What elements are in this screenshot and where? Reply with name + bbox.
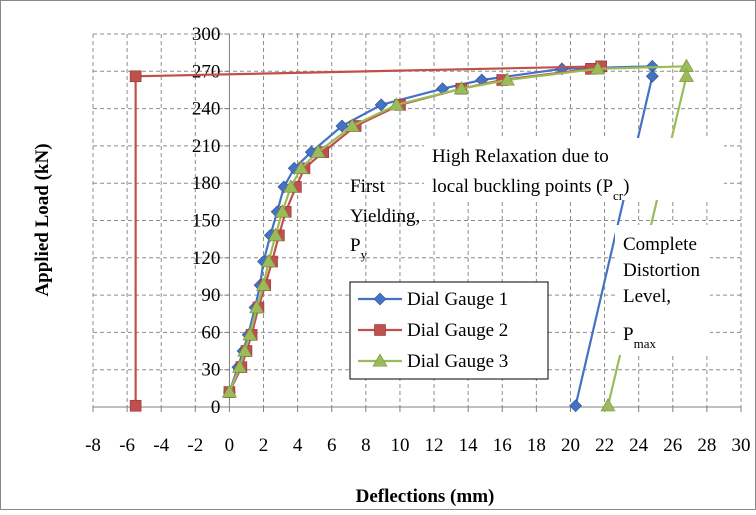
legend-items: Dial Gauge 1 Dial Gauge 2 Dial Gauge 3 xyxy=(358,289,508,372)
data-point xyxy=(267,227,283,241)
py-symbol: P xyxy=(350,235,361,256)
data-point xyxy=(374,98,388,112)
first-yielding-line1: First xyxy=(350,176,386,197)
legend-label: Dial Gauge 3 xyxy=(407,351,508,372)
legend-item: Dial Gauge 2 xyxy=(358,320,508,341)
y-tick-label: 210 xyxy=(192,136,221,157)
data-point xyxy=(249,299,265,314)
pcr-subscript: cr xyxy=(613,188,624,203)
x-tick-label: 12 xyxy=(425,435,444,456)
x-tick-label: 10 xyxy=(390,435,409,456)
y-tick-label: 0 xyxy=(211,397,221,418)
series-3 xyxy=(221,58,694,412)
legend-label: Dial Gauge 2 xyxy=(407,320,508,341)
axes xyxy=(92,33,742,412)
data-point xyxy=(129,70,142,83)
data-point xyxy=(129,399,142,412)
high-relaxation-close: ) xyxy=(623,176,629,197)
x-tick-label: 2 xyxy=(259,435,269,456)
legend-marker xyxy=(374,324,386,336)
first-yielding-line2: Yielding, xyxy=(350,206,420,227)
x-tick-label: 30 xyxy=(732,435,751,456)
complete-distortion-line1: Complete xyxy=(623,234,697,255)
y-axis-title: Applied Load (kN) xyxy=(32,143,53,296)
y-tick-label: 120 xyxy=(192,248,221,269)
data-point xyxy=(645,69,659,83)
complete-distortion-line3: Level, xyxy=(623,286,671,307)
y-tick-label: 300 xyxy=(192,24,221,45)
high-relaxation-bg xyxy=(424,138,724,200)
high-relaxation-text: local buckling points (P xyxy=(432,176,613,197)
y-tick-label: 90 xyxy=(201,285,220,306)
data-point xyxy=(242,327,258,341)
data-point xyxy=(678,68,694,82)
annotation-high-relaxation: High Relaxation due to local buckling po… xyxy=(424,138,724,203)
legend-item: Dial Gauge 1 xyxy=(358,289,508,310)
data-point xyxy=(293,160,309,174)
y-tick-label: 150 xyxy=(192,211,221,232)
pmax-symbol: P xyxy=(623,324,634,345)
complete-distortion-line2: Distortion xyxy=(623,260,701,281)
py-subscript: y xyxy=(361,247,368,262)
high-relaxation-line1: High Relaxation due to xyxy=(432,146,609,167)
y-tick-label: 180 xyxy=(192,173,221,194)
x-tick-label: 6 xyxy=(327,435,337,456)
x-tick-label: -4 xyxy=(153,435,169,456)
x-tick-label: 4 xyxy=(293,435,303,456)
x-tick-label: 22 xyxy=(595,435,614,456)
complete-distortion-bg xyxy=(615,225,710,355)
legend: Dial Gauge 1 Dial Gauge 2 Dial Gauge 3 xyxy=(349,281,549,380)
high-relaxation-line2: local buckling points (Pcr) xyxy=(432,176,629,203)
complete-distortion-line4: Pmax xyxy=(623,324,656,351)
y-tick-label: 270 xyxy=(192,61,221,82)
data-point xyxy=(232,359,248,373)
y-tick-label: 240 xyxy=(192,99,221,120)
data-point xyxy=(221,384,237,398)
data-point xyxy=(499,72,515,86)
x-tick-label: 18 xyxy=(527,435,546,456)
data-point xyxy=(569,399,583,413)
legend-item: Dial Gauge 3 xyxy=(358,351,508,372)
first-yielding-line3: Py xyxy=(350,235,368,262)
data-point xyxy=(261,253,277,268)
x-tick-label: 20 xyxy=(561,435,580,456)
pmax-subscript: max xyxy=(634,336,657,351)
x-tick-label: 24 xyxy=(629,435,649,456)
x-tick-labels: -8 -6 -4 -2 0 2 4 6 8 10 12 14 16 18 20 22 24 26 28 30 xyxy=(85,435,750,456)
x-tick-label: 8 xyxy=(361,435,371,456)
y-tick-label: 30 xyxy=(201,360,220,381)
x-tick-label: 14 xyxy=(459,435,479,456)
data-point xyxy=(274,204,290,218)
legend-label: Dial Gauge 1 xyxy=(407,289,508,310)
data-point xyxy=(256,277,272,291)
data-point xyxy=(600,398,616,412)
data-point xyxy=(237,343,253,357)
data-point xyxy=(590,61,606,75)
data-series xyxy=(129,58,694,413)
x-axis-title: Deflections (mm) xyxy=(356,486,495,507)
data-point xyxy=(389,97,405,111)
x-tick-label: 26 xyxy=(663,435,682,456)
x-tick-label: 28 xyxy=(697,435,716,456)
legend-marker xyxy=(372,353,388,367)
data-point xyxy=(283,179,299,193)
data-point xyxy=(453,81,469,95)
x-tick-label: -8 xyxy=(85,435,101,456)
x-tick-label: 16 xyxy=(493,435,512,456)
y-tick-label: 60 xyxy=(201,322,220,343)
data-point xyxy=(344,118,360,132)
annotation-complete-distortion: Complete Distortion Level, Pmax xyxy=(615,225,710,355)
x-tick-label: -6 xyxy=(119,435,135,456)
x-tick-label: 0 xyxy=(225,435,235,456)
data-point xyxy=(310,144,326,158)
annotation-first-yielding: First Yielding, Py xyxy=(350,176,420,262)
x-tick-label: -2 xyxy=(187,435,203,456)
legend-marker xyxy=(373,292,387,306)
y-tick-labels: 0 30 60 90 120 150 180 210 240 270 300 xyxy=(192,24,221,418)
data-point xyxy=(335,119,349,133)
